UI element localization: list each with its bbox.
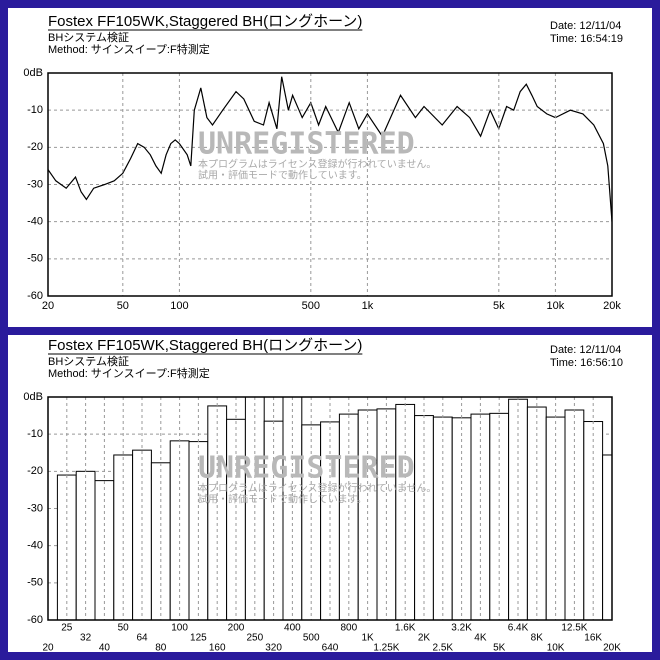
x-tick-label: 20k <box>603 300 621 312</box>
x-tick-label: 160 <box>209 643 226 654</box>
x-tick-label: 40 <box>99 643 111 654</box>
date: Date: 12/11/04 <box>550 344 621 356</box>
subtitle: BHシステム検証 <box>48 354 129 368</box>
y-tick-label: -20 <box>27 141 43 153</box>
notice: 本プログラムはライセンス登録が行われていません。 <box>198 482 436 495</box>
x-tick-label: 4K <box>474 633 487 644</box>
x-tick-label: 50 <box>118 623 130 634</box>
x-tick-label: 80 <box>155 643 167 654</box>
chart-title: Fostex FF105WK,Staggered BH(ロングホーン) <box>48 337 362 354</box>
x-tick-label: 16K <box>584 633 602 644</box>
x-tick-label: 1K <box>361 633 374 644</box>
time: Time: 16:54:19 <box>550 33 623 45</box>
x-tick-label: 2.5K <box>433 643 454 654</box>
x-tick-label: 800 <box>340 623 357 634</box>
x-tick-label: 250 <box>246 633 263 644</box>
x-tick-label: 500 <box>302 300 320 312</box>
x-tick-label: 200 <box>228 623 245 634</box>
method: Method: サインスイープ:F特測定 <box>48 42 210 56</box>
x-tick-label: 3.2K <box>451 623 472 634</box>
bar <box>244 397 265 620</box>
y-tick-label: -40 <box>27 216 43 228</box>
x-tick-label: 10K <box>547 643 565 654</box>
x-tick-label: 6.4K <box>508 623 529 634</box>
plot-frame <box>47 72 613 297</box>
y-tick-label: -10 <box>27 428 43 440</box>
y-tick-label: -50 <box>27 253 43 265</box>
plot <box>48 76 612 222</box>
x-tick-label: 25 <box>61 623 73 634</box>
y-tick-label: -60 <box>27 290 43 302</box>
x-tick-label: 320 <box>265 643 282 654</box>
x-tick-label: 64 <box>136 633 148 644</box>
x-tick-label: 12.5K <box>561 623 587 634</box>
x-tick-label: 100 <box>171 623 188 634</box>
x-tick-label: 20 <box>42 300 54 312</box>
notice: 本プログラムはライセンス登録が行われていません。 <box>198 158 436 171</box>
method: Method: サインスイープ:F特測定 <box>48 366 210 380</box>
y-tick-label: 0dB <box>23 391 43 403</box>
y-tick-label: -60 <box>27 614 43 626</box>
bar <box>282 397 303 620</box>
x-tick-label: 500 <box>303 633 320 644</box>
x-tick-label: 5k <box>493 300 505 312</box>
time: Time: 16:56:10 <box>550 357 623 369</box>
x-tick-label: 1k <box>362 300 374 312</box>
y-tick-label: 0dB <box>23 67 43 79</box>
y-tick-label: -30 <box>27 502 43 514</box>
chart-title: Fostex FF105WK,Staggered BH(ロングホーン) <box>48 13 362 30</box>
y-tick-label: -40 <box>27 540 43 552</box>
x-tick-label: 1.25K <box>373 643 399 654</box>
x-tick-label: 50 <box>117 300 129 312</box>
x-tick-label: 20K <box>603 643 621 654</box>
x-tick-label: 100 <box>170 300 188 312</box>
subtitle: BHシステム検証 <box>48 30 129 44</box>
date: Date: 12/11/04 <box>550 20 621 32</box>
response-line <box>48 76 612 222</box>
x-tick-label: 1.6K <box>395 623 416 634</box>
plot-frame <box>47 396 613 621</box>
watermark: UNREGISTERED <box>198 127 415 162</box>
x-tick-label: 2K <box>418 633 431 644</box>
x-tick-label: 5K <box>493 643 506 654</box>
x-tick-label: 10k <box>547 300 565 312</box>
x-tick-label: 640 <box>322 643 339 654</box>
x-tick-label: 400 <box>284 623 301 634</box>
y-tick-label: -50 <box>27 577 43 589</box>
x-tick-label: 125 <box>190 633 207 644</box>
notice: 試用・評価モードで動作しています。 <box>198 169 367 182</box>
x-tick-label: 32 <box>80 633 92 644</box>
x-tick-label: 8K <box>531 633 544 644</box>
watermark: UNREGISTERED <box>198 451 415 486</box>
bar <box>508 398 528 620</box>
y-tick-label: -30 <box>27 178 43 190</box>
notice: 試用・評価モードで動作しています。 <box>198 493 367 506</box>
y-tick-label: -20 <box>27 465 43 477</box>
x-tick-label: 20 <box>42 643 54 654</box>
y-tick-label: -10 <box>27 104 43 116</box>
